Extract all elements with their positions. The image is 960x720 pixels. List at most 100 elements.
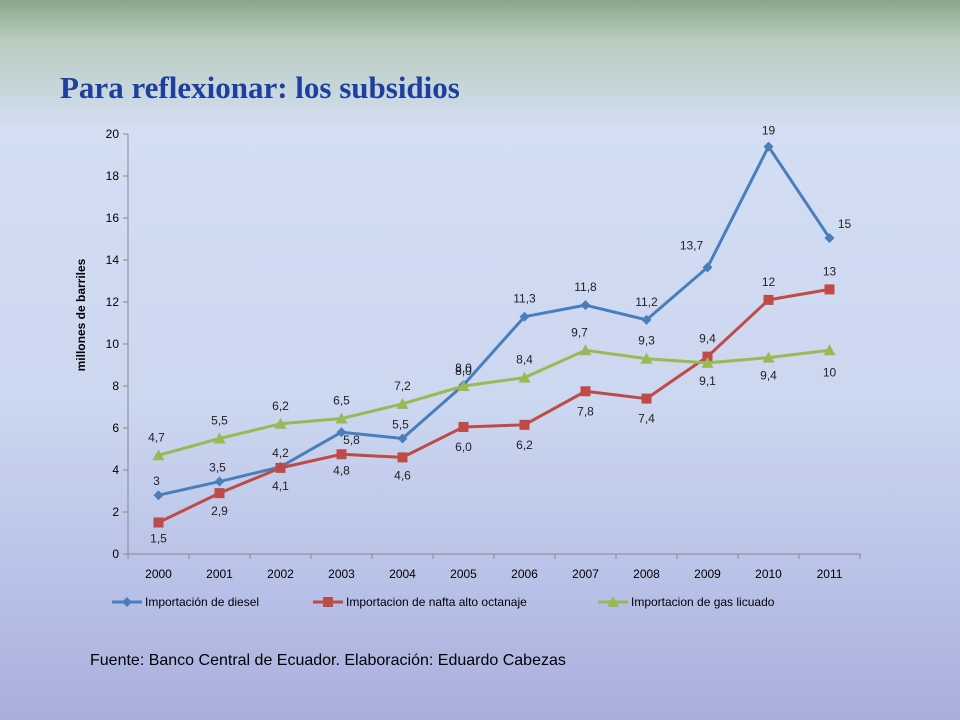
data-point [153, 517, 164, 528]
data-label: 7,4 [638, 412, 655, 426]
slide-title: Para reflexionar: los subsidios [60, 70, 460, 105]
data-label: 4,8 [333, 463, 350, 477]
x-tick-label: 2002 [267, 567, 294, 581]
data-point [763, 294, 774, 305]
data-point [702, 351, 713, 362]
data-label: 12 [762, 275, 776, 289]
x-tick-label: 2007 [572, 567, 599, 581]
x-tick-label: 2005 [450, 567, 477, 581]
data-label: 19 [762, 124, 776, 138]
data-point [336, 449, 347, 460]
data-point [518, 371, 531, 383]
legend-label: Importacion de gas licuado [631, 595, 775, 609]
data-point [153, 490, 164, 501]
data-point [519, 419, 530, 430]
series-2: 1,5 2,9 4,1 4,8 4,6 6,0 6,2 7,8 7,4 9,4 12 13 [150, 264, 836, 545]
data-label: 13,7 [680, 238, 704, 252]
data-label: 9,7 [571, 325, 588, 339]
legend-marker [122, 597, 132, 607]
data-label: 6,0 [455, 440, 472, 454]
series-layer: 3 3,5 4,2 5,8 5,5 8,0 11,3 11,8 11,2 13,7 19 15 1,5 2… [148, 124, 851, 546]
data-label: 5,8 [343, 433, 360, 447]
data-point [579, 344, 592, 356]
data-label: 5,5 [392, 418, 409, 432]
data-point [458, 421, 469, 432]
data-label: 11,8 [574, 280, 597, 294]
data-point [214, 488, 225, 499]
data-point [396, 397, 409, 409]
series-line [158, 145, 831, 497]
x-tick-label: 2010 [755, 567, 782, 581]
data-point [763, 141, 774, 152]
x-tick-label: 2009 [694, 567, 721, 581]
data-point [397, 433, 408, 444]
legend-label: Importacion de nafta alto octanaje [346, 595, 527, 609]
series-line [158, 348, 830, 457]
data-point [823, 344, 836, 356]
x-tick-label: 2004 [389, 567, 416, 581]
data-point [214, 476, 225, 487]
data-point [519, 311, 530, 322]
series-3: 4,7 5,5 6,2 6,5 7,2 8,0 8,4 9,7 9,3 9,1 9,4 10 [148, 325, 836, 461]
x-tick-label: 2003 [328, 567, 355, 581]
x-tick-label: 2011 [817, 567, 843, 581]
data-label: 8,4 [516, 353, 533, 367]
data-point [701, 356, 714, 368]
data-point [580, 300, 591, 311]
series-line [157, 287, 830, 524]
y-tick-label: 20 [106, 127, 120, 141]
data-point [152, 449, 165, 461]
y-tick-label: 2 [112, 505, 119, 519]
data-label: 6,5 [333, 394, 350, 408]
data-point [640, 352, 653, 364]
legend: Importación de diesel Importacion de naft… [112, 595, 775, 609]
data-point [824, 232, 835, 243]
data-label: 13 [823, 264, 837, 278]
data-label: 7,8 [577, 404, 594, 418]
data-label: 3 [153, 474, 160, 488]
data-point [580, 386, 591, 397]
y-tick-label: 18 [106, 169, 120, 183]
y-tick-label: 0 [112, 547, 119, 561]
legend-item-2: Importacion de nafta alto octanaje [313, 595, 527, 609]
data-point [762, 351, 775, 363]
legend-marker [607, 596, 619, 607]
x-tick-label: 2008 [633, 567, 660, 581]
data-label: 9,4 [760, 369, 777, 383]
y-tick-label: 12 [106, 295, 120, 309]
data-label: 6,2 [516, 438, 533, 452]
data-point [335, 412, 348, 424]
data-label: 6,2 [272, 399, 289, 413]
data-label: 11,3 [513, 292, 536, 306]
data-label: 11,2 [635, 295, 658, 309]
data-label: 9,1 [699, 374, 716, 388]
x-tick-label: 2001 [206, 567, 233, 581]
data-point [336, 427, 347, 438]
data-label: 15 [838, 217, 852, 231]
data-label: 8,0 [455, 364, 472, 378]
legend-item-3: Importacion de gas licuado [598, 595, 775, 609]
data-point [397, 452, 408, 463]
x-tick-label: 2006 [511, 567, 538, 581]
data-label: 1,5 [150, 532, 167, 546]
data-point [213, 432, 226, 444]
data-point [457, 380, 470, 391]
source-note: Fuente: Banco Central de Ecuador. Elabor… [90, 652, 566, 669]
legend-item-1: Importación de diesel [112, 595, 259, 609]
y-tick-label: 16 [106, 211, 120, 225]
data-label: 4,1 [272, 479, 289, 493]
y-tick-label: 6 [112, 421, 119, 435]
y-tick-label: 14 [106, 253, 120, 267]
data-point [274, 417, 287, 429]
data-label: 3,5 [209, 461, 226, 475]
data-label: 4,7 [148, 430, 165, 444]
data-label: 8,0 [455, 361, 472, 375]
data-label: 7,2 [394, 379, 411, 393]
y-tick-label: 10 [106, 337, 120, 351]
x-axis: 2000 2001 2002 2003 2004 2005 2006 2007 2008 2009… [127, 553, 861, 581]
y-tick-label: 4 [112, 463, 119, 477]
data-label: 4,6 [394, 468, 411, 482]
series-1: 3 3,5 4,2 5,8 5,5 8,0 11,3 11,8 11,2 13,7 19 15 [153, 124, 851, 501]
y-axis: 0 2 4 6 8 10 12 14 16 18 20 [106, 127, 129, 561]
